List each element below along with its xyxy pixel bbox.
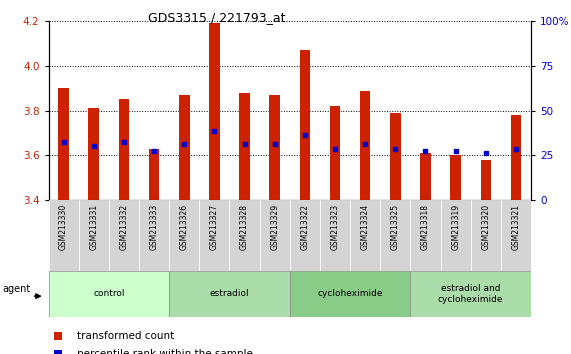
Bar: [481, 160, 491, 200]
Text: GSM213328: GSM213328: [240, 204, 249, 250]
Bar: [471, 200, 501, 271]
Bar: [320, 200, 350, 271]
Bar: [209, 23, 220, 200]
Bar: [390, 113, 401, 200]
Bar: [58, 88, 69, 200]
Text: GSM213323: GSM213323: [331, 204, 340, 250]
Bar: [89, 108, 99, 200]
Bar: [441, 200, 471, 271]
Text: GSM213331: GSM213331: [89, 204, 98, 250]
Text: agent: agent: [2, 284, 31, 294]
Bar: [179, 95, 190, 200]
Text: GSM213319: GSM213319: [451, 204, 460, 250]
Bar: [350, 200, 380, 271]
Bar: [270, 95, 280, 200]
Bar: [420, 153, 431, 200]
Text: estradiol and
cycloheximide: estradiol and cycloheximide: [438, 284, 504, 303]
Text: percentile rank within the sample: percentile rank within the sample: [78, 349, 254, 354]
Bar: [501, 200, 531, 271]
Text: transformed count: transformed count: [78, 331, 175, 341]
Text: GSM213322: GSM213322: [300, 204, 309, 250]
Bar: [329, 106, 340, 200]
Bar: [360, 91, 371, 200]
Text: GSM213327: GSM213327: [210, 204, 219, 250]
Text: GSM213329: GSM213329: [270, 204, 279, 250]
Text: GSM213326: GSM213326: [180, 204, 189, 250]
Bar: [169, 200, 199, 271]
Text: GSM213318: GSM213318: [421, 204, 430, 250]
Bar: [411, 200, 441, 271]
Bar: [199, 200, 230, 271]
Text: control: control: [93, 289, 124, 298]
Bar: [300, 50, 310, 200]
Bar: [510, 115, 521, 200]
Bar: [169, 271, 289, 317]
Text: GDS3315 / 221793_at: GDS3315 / 221793_at: [148, 11, 286, 24]
Bar: [260, 200, 289, 271]
Bar: [230, 200, 260, 271]
Text: cycloheximide: cycloheximide: [317, 289, 383, 298]
Text: GSM213320: GSM213320: [481, 204, 490, 250]
Bar: [239, 93, 250, 200]
Text: GSM213321: GSM213321: [512, 204, 520, 250]
Bar: [289, 200, 320, 271]
Bar: [380, 200, 411, 271]
Text: GSM213333: GSM213333: [150, 204, 159, 250]
Bar: [149, 149, 159, 200]
Bar: [119, 99, 129, 200]
Bar: [109, 200, 139, 271]
Text: GSM213324: GSM213324: [361, 204, 369, 250]
Text: GSM213325: GSM213325: [391, 204, 400, 250]
Text: estradiol: estradiol: [210, 289, 250, 298]
Bar: [451, 155, 461, 200]
Bar: [289, 271, 411, 317]
Bar: [49, 200, 79, 271]
Bar: [411, 271, 531, 317]
Text: GSM213330: GSM213330: [59, 204, 68, 250]
Bar: [49, 271, 169, 317]
Text: GSM213332: GSM213332: [119, 204, 128, 250]
Bar: [79, 200, 109, 271]
Bar: [139, 200, 169, 271]
